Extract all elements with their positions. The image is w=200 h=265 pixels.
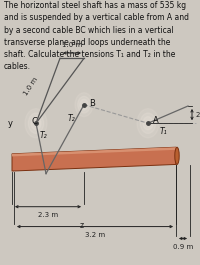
Text: T₂: T₂: [68, 114, 76, 123]
Circle shape: [78, 96, 90, 113]
Text: 0.9 m: 0.9 m: [173, 244, 193, 250]
Ellipse shape: [175, 147, 179, 164]
Text: 3.2 m: 3.2 m: [85, 232, 105, 238]
Text: B: B: [89, 99, 95, 108]
Text: C: C: [31, 117, 37, 126]
Text: The horizontal steel shaft has a mass of 535 kg
and is suspended by a vertical c: The horizontal steel shaft has a mass of…: [4, 1, 189, 71]
Polygon shape: [12, 147, 176, 156]
Circle shape: [28, 113, 44, 134]
Polygon shape: [12, 147, 176, 171]
Circle shape: [143, 117, 153, 130]
Text: y: y: [8, 119, 13, 128]
Text: 2.3 m: 2.3 m: [38, 212, 58, 218]
Text: 1.0 m: 1.0 m: [62, 42, 82, 48]
Circle shape: [75, 93, 93, 117]
Text: T₁: T₁: [160, 127, 168, 136]
Circle shape: [25, 109, 47, 138]
Circle shape: [140, 113, 156, 134]
Text: T₂: T₂: [40, 131, 48, 140]
Circle shape: [80, 99, 88, 110]
Text: A: A: [153, 116, 159, 125]
Text: z: z: [80, 221, 84, 230]
Circle shape: [31, 117, 41, 130]
Circle shape: [137, 109, 159, 138]
Text: 1.0 m: 1.0 m: [22, 77, 38, 97]
Text: 2.3 m: 2.3 m: [196, 112, 200, 118]
